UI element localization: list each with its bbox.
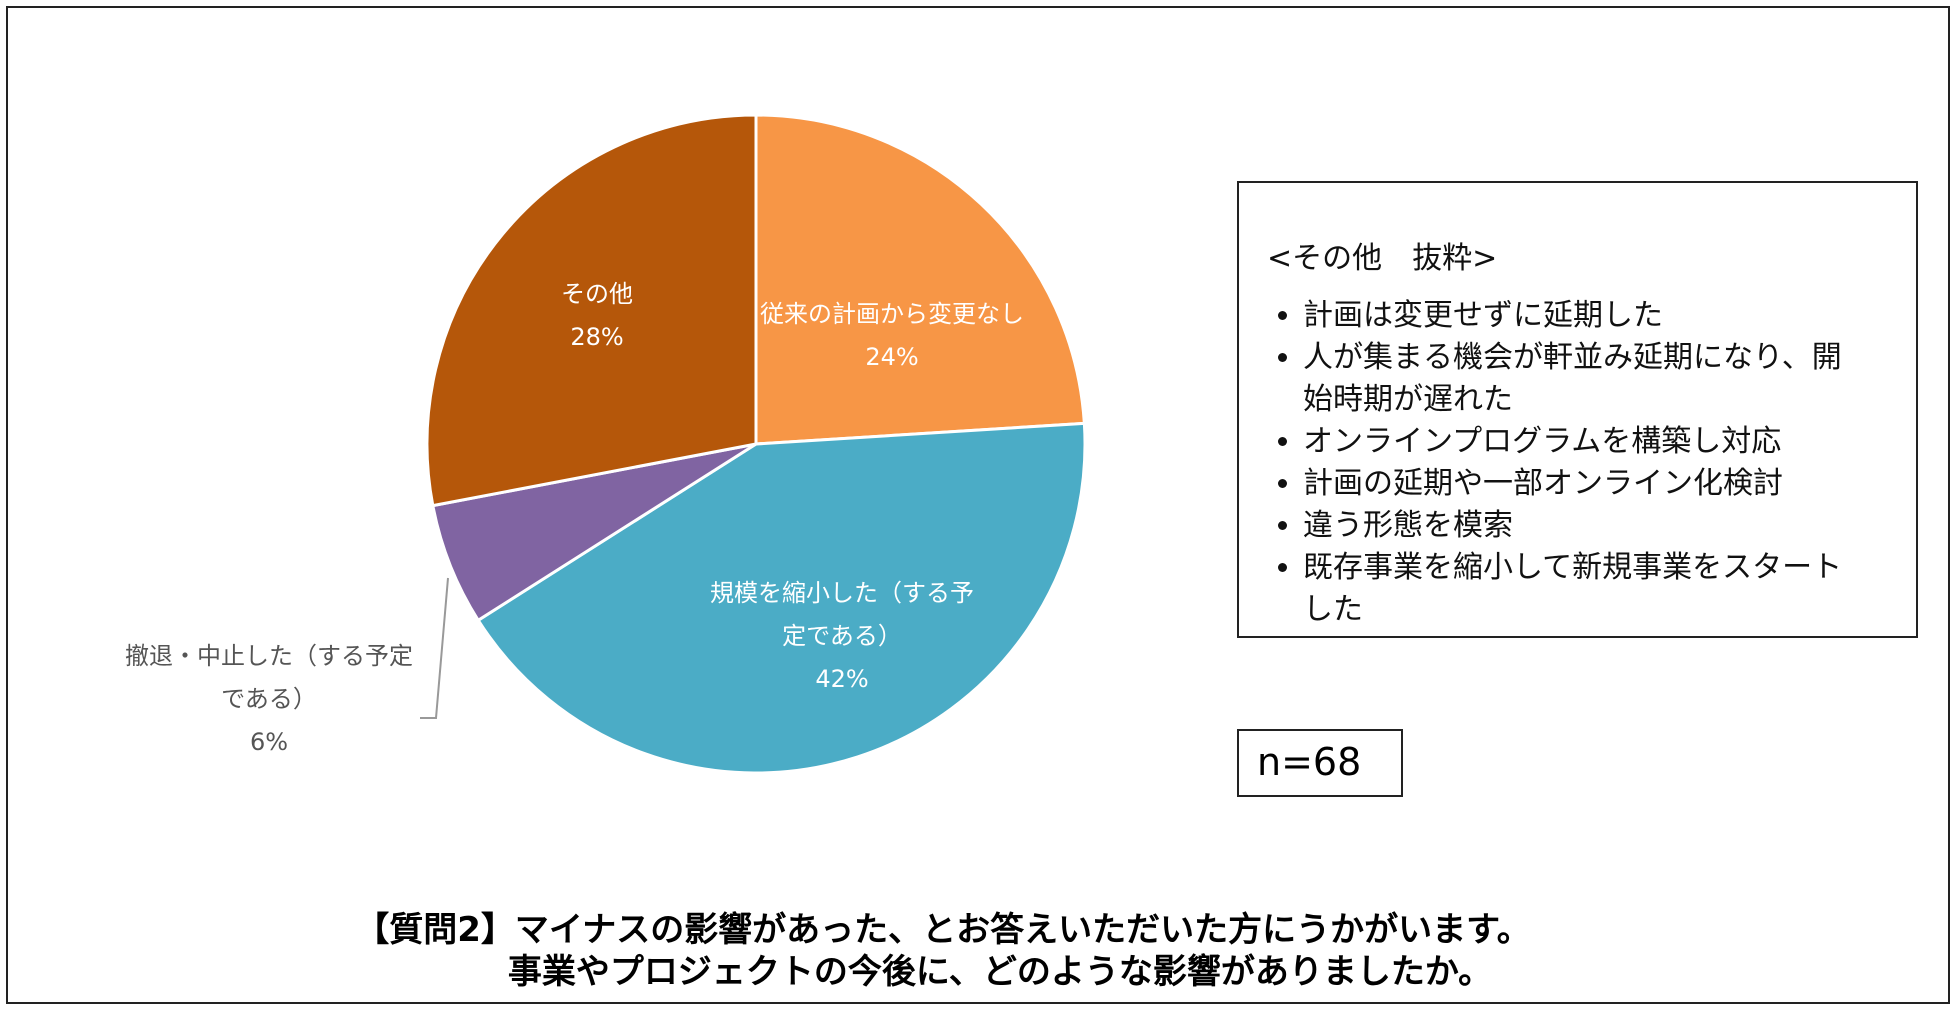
title-line: 事業やプロジェクトの今後に、どのような影響がありましたか。 [507,952,1493,992]
slice-label: 従来の計画から変更なし 24% [742,293,1042,379]
category-label: 規模を縮小した（する予定である） [710,579,974,650]
pie-slice [425,113,758,508]
note-item: 既存事業を縮小して新規事業をスタートした [1303,547,1863,631]
value-label: 28% [570,323,624,351]
note-item: 人が集まる機会が軒並み延期になり、開始時期が遅れた [1303,337,1863,421]
note-item: 計画は変更せずに延期した [1303,295,1863,337]
slice-label: その他 28% [497,273,697,359]
note-list: 計画は変更せずに延期した人が集まる機会が軒並み延期になり、開始時期が遅れたオンラ… [1267,295,1896,631]
leader-line [420,577,449,719]
note-item: オンラインプログラムを構築し対応 [1303,421,1863,463]
category-label: 従来の計画から変更なし [760,300,1024,328]
title-line: 【質問2】マイナスの影響があった、とお答えいただいた方にうかがいます。 [355,910,1531,950]
slice-label: 規模を縮小した（する予定である） 42% [707,572,977,701]
value-label: 42% [815,665,869,693]
slice-label: 撤退・中止した（する予定である） 6% [119,635,419,764]
note-title: <その他 抜粋> [1267,241,1498,276]
value-label: 24% [865,343,919,371]
n-label: n=68 [1237,729,1403,797]
category-label: 撤退・中止した（する予定である） [125,642,413,713]
pie-slice [754,113,1086,446]
pie-slice [431,442,757,623]
pie-slice [476,421,1087,775]
frame [6,6,1950,1004]
note-item: 違う形態を模索 [1303,505,1863,547]
value-label: 6% [249,728,289,756]
note-box: <その他 抜粋> 計画は変更せずに延期した人が集まる機会が軒並み延期になり、開始… [1237,181,1918,638]
note-item: 計画の延期や一部オンライン化検討 [1303,463,1863,505]
category-label: その他 [561,280,633,308]
